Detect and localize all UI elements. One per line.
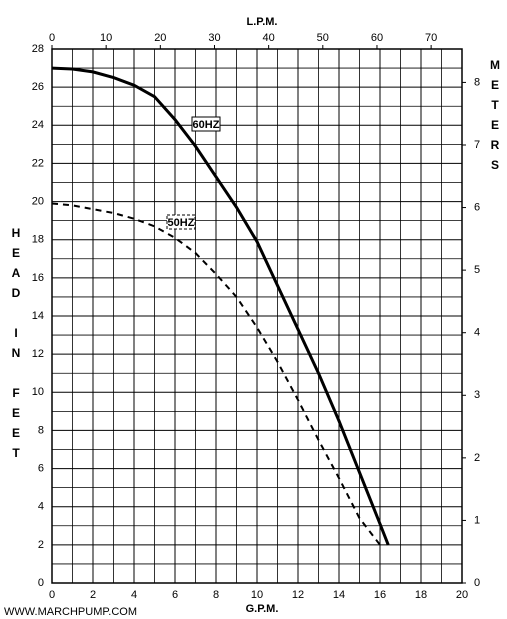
x-tick-label: 0 bbox=[49, 589, 55, 601]
y-tick-label: 0 bbox=[38, 577, 44, 589]
y2-tick-label: 8 bbox=[474, 76, 480, 88]
y-tick-label: 28 bbox=[32, 43, 44, 55]
y-tick-label: 4 bbox=[38, 501, 44, 513]
curve-label-box bbox=[166, 214, 196, 230]
y2-tick-label: 7 bbox=[474, 139, 480, 151]
y2-tick-label: 6 bbox=[474, 201, 480, 213]
x-tick-label: 6 bbox=[172, 589, 178, 601]
x2-tick-label: 20 bbox=[154, 32, 166, 44]
x2-tick-label: 70 bbox=[425, 32, 437, 44]
x2-tick-label: 40 bbox=[263, 32, 275, 44]
x-tick-label: 10 bbox=[251, 589, 263, 601]
y-tick-label: 22 bbox=[32, 157, 44, 169]
x-tick-label: 16 bbox=[374, 589, 386, 601]
x-tick-label: 18 bbox=[415, 589, 427, 601]
y2-tick-label: 3 bbox=[474, 389, 480, 401]
x2-axis-title: L.P.M. bbox=[247, 16, 278, 28]
x-axis-title: G.P.M. bbox=[246, 603, 279, 615]
x2-tick-label: 0 bbox=[49, 32, 55, 44]
y2-tick-label: 2 bbox=[474, 452, 480, 464]
x-tick-label: 12 bbox=[292, 589, 304, 601]
y-tick-label: 20 bbox=[32, 195, 44, 207]
y-tick-label: 8 bbox=[38, 424, 44, 436]
x2-tick-label: 30 bbox=[208, 32, 220, 44]
x-tick-label: 8 bbox=[213, 589, 219, 601]
y-axis-title: HEAD IN FEET bbox=[9, 226, 23, 466]
curve bbox=[51, 66, 390, 546]
x-tick-label: 2 bbox=[90, 589, 96, 601]
y2-tick-label: 1 bbox=[474, 514, 480, 526]
y-tick-label: 10 bbox=[32, 386, 44, 398]
y2-tick-label: 0 bbox=[474, 577, 480, 589]
y-tick-label: 24 bbox=[32, 119, 44, 131]
curve-label: 50HZ bbox=[168, 217, 195, 229]
y-tick-label: 6 bbox=[38, 462, 44, 474]
y-tick-label: 16 bbox=[32, 272, 44, 284]
curve-label-box bbox=[191, 116, 221, 132]
x-tick-label: 14 bbox=[333, 589, 345, 601]
y-tick-label: 14 bbox=[32, 310, 44, 322]
y2-tick-label: 5 bbox=[474, 264, 480, 276]
plot-border bbox=[51, 48, 463, 584]
x2-tick-label: 10 bbox=[100, 32, 112, 44]
curve bbox=[51, 202, 381, 546]
y-tick-label: 18 bbox=[32, 234, 44, 246]
y-tick-label: 12 bbox=[32, 348, 44, 360]
x-tick-label: 4 bbox=[131, 589, 137, 601]
x-tick-label: 20 bbox=[456, 589, 468, 601]
y2-tick-label: 4 bbox=[474, 327, 480, 339]
y-tick-label: 2 bbox=[38, 539, 44, 551]
y-tick-label: 26 bbox=[32, 81, 44, 93]
x2-tick-label: 50 bbox=[317, 32, 329, 44]
y2-axis-title: METERS bbox=[488, 58, 502, 178]
x2-tick-label: 60 bbox=[371, 32, 383, 44]
curve-label: 60HZ bbox=[193, 119, 220, 131]
source: WWW.MARCHPUMP.COM bbox=[4, 606, 137, 618]
